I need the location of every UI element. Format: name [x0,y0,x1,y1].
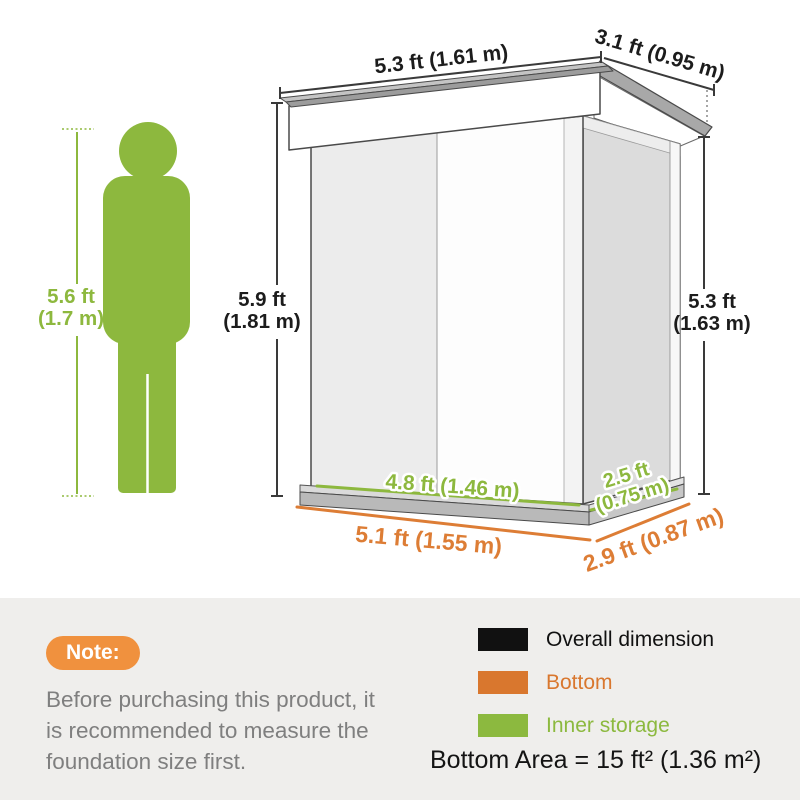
legend-row-bottom: Bottom [478,671,714,694]
roof-width-label: 5.3 ft (1.61 m) [373,41,509,79]
note-badge: Note: [46,636,140,670]
front-height-label-m: (1.81 m) [223,310,300,333]
rear-height-label-m: (1.63 m) [673,312,750,335]
person-silhouette [103,122,190,493]
bottom-label: Bottom [546,670,613,694]
inner-storage-label: Inner storage [546,713,670,737]
bottom-area-text: Bottom Area = 15 ft² (1.36 m²) [430,746,762,774]
rear-height-dimension [698,136,710,495]
person-height-label-ft: 5.6 ft [47,285,95,308]
overall-dimension-label: Overall dimension [546,627,715,651]
inner-storage-swatch [478,714,528,737]
roof-width-dimension [279,51,602,99]
person-height-label-m: (1.7 m) [38,307,104,330]
note-line: Before purchasing this product, it [46,687,375,712]
shed-illustration [279,60,713,526]
bottom-dimensions [295,502,691,543]
legend: Overall dimension Bottom Inner storage [478,628,714,757]
note-line: foundation size first. [46,749,247,774]
legend-row-overall: Overall dimension [478,628,714,651]
overall-dimension-swatch [478,628,528,651]
front-height-dimension [271,102,283,497]
shed-front-wall [310,115,584,505]
diagram-area: 5.6 ft (1.7 m) [37,24,751,577]
bottom-swatch [478,671,528,694]
rear-height-label-ft: 5.3 ft [688,290,736,313]
roof-depth-dimension [603,57,715,96]
front-height-label-ft: 5.9 ft [238,288,286,311]
note-text: Before purchasing this product, it is rec… [46,684,375,777]
person-height-dimension [62,128,94,497]
shed-roof [279,60,713,151]
legend-row-inner-storage: Inner storage [478,714,714,737]
info-panel: Note: Before purchasing this product, it… [0,598,800,800]
shed-side-wall [582,115,681,505]
note-line: is recommended to measure the [46,718,369,743]
shed-dimension-drawing: 5.6 ft (1.7 m) [38,25,751,577]
inner-storage-dimensions [315,484,679,512]
